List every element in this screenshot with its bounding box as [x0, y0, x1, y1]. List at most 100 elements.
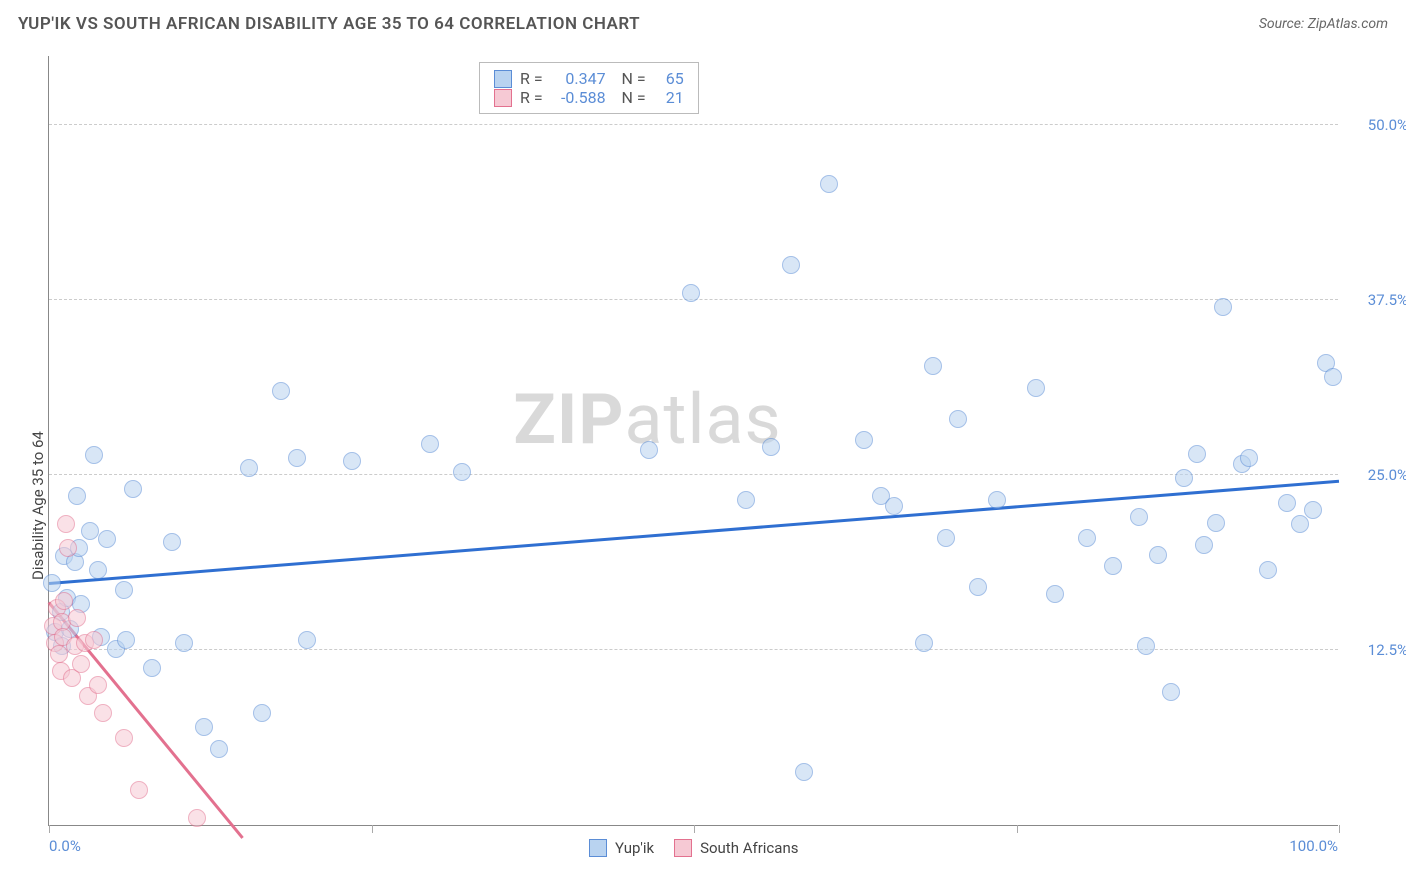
- data-point: [1104, 557, 1122, 575]
- chart-header: YUP'IK VS SOUTH AFRICAN DISABILITY AGE 3…: [0, 0, 1406, 48]
- data-point: [421, 435, 439, 453]
- data-point: [343, 452, 361, 470]
- data-point: [885, 497, 903, 515]
- data-point: [1027, 379, 1045, 397]
- data-point: [820, 175, 838, 193]
- n-label: N =: [614, 69, 646, 88]
- n-label: N =: [614, 88, 646, 107]
- data-point: [55, 592, 73, 610]
- legend-swatch: [494, 70, 512, 88]
- data-point: [1137, 637, 1155, 655]
- data-point: [57, 515, 75, 533]
- data-point: [924, 357, 942, 375]
- r-value: 0.347: [551, 69, 606, 88]
- trend-line: [49, 480, 1339, 585]
- r-label: R =: [520, 69, 543, 88]
- data-point: [1046, 585, 1064, 603]
- data-point: [762, 438, 780, 456]
- data-point: [1175, 469, 1193, 487]
- n-value: 21: [654, 88, 684, 107]
- data-point: [1078, 529, 1096, 547]
- data-point: [298, 631, 316, 649]
- data-point: [969, 578, 987, 596]
- data-point: [1304, 501, 1322, 519]
- data-point: [1324, 368, 1342, 386]
- data-point: [94, 704, 112, 722]
- data-point: [81, 522, 99, 540]
- data-point: [1259, 561, 1277, 579]
- data-point: [143, 659, 161, 677]
- data-point: [163, 533, 181, 551]
- r-value: -0.588: [551, 88, 606, 107]
- data-point: [1278, 494, 1296, 512]
- data-point: [43, 574, 61, 592]
- data-point: [130, 781, 148, 799]
- data-point: [1214, 298, 1232, 316]
- data-point: [85, 446, 103, 464]
- data-point: [1130, 508, 1148, 526]
- x-tick: [694, 825, 695, 833]
- data-point: [937, 529, 955, 547]
- data-point: [210, 740, 228, 758]
- legend-swatch: [494, 89, 512, 107]
- legend-label: South Africans: [700, 839, 798, 857]
- y-tick-label: 50.0%: [1348, 116, 1406, 134]
- x-tick-label: 0.0%: [49, 837, 81, 855]
- y-axis-label: Disability Age 35 to 64: [29, 431, 47, 580]
- source-name: ZipAtlas.com: [1308, 16, 1388, 32]
- data-point: [240, 459, 258, 477]
- data-point: [272, 382, 290, 400]
- data-point: [855, 431, 873, 449]
- data-point: [188, 809, 206, 827]
- data-point: [195, 718, 213, 736]
- chart-title: YUP'IK VS SOUTH AFRICAN DISABILITY AGE 3…: [18, 14, 640, 34]
- data-point: [1207, 514, 1225, 532]
- data-point: [737, 491, 755, 509]
- data-point: [68, 487, 86, 505]
- gridline: [49, 124, 1338, 125]
- x-tick: [1017, 825, 1018, 833]
- scatter-plot: 12.5%25.0%37.5%50.0%0.0%100.0%Disability…: [48, 56, 1338, 826]
- series-legend: Yup'ik South Africans: [589, 839, 798, 857]
- data-point: [288, 449, 306, 467]
- data-point: [1291, 515, 1309, 533]
- data-point: [1162, 683, 1180, 701]
- legend-label: Yup'ik: [615, 839, 654, 857]
- x-tick: [372, 825, 373, 833]
- x-tick-label: 100.0%: [1289, 837, 1338, 855]
- x-tick: [49, 825, 50, 833]
- data-point: [115, 729, 133, 747]
- y-tick-label: 12.5%: [1348, 641, 1406, 659]
- legend-swatch: [589, 839, 607, 857]
- data-point: [89, 561, 107, 579]
- data-point: [1240, 449, 1258, 467]
- data-point: [988, 491, 1006, 509]
- data-point: [253, 704, 271, 722]
- correlation-stats-legend: R = 0.347 N = 65 R = -0.588 N = 21: [479, 62, 699, 114]
- data-point: [98, 530, 116, 548]
- source-attribution: Source: ZipAtlas.com: [1259, 16, 1388, 32]
- legend-item: South Africans: [674, 839, 798, 857]
- source-prefix: Source:: [1259, 16, 1308, 32]
- data-point: [68, 609, 86, 627]
- data-point: [89, 676, 107, 694]
- x-tick: [1339, 825, 1340, 833]
- data-point: [915, 634, 933, 652]
- data-point: [1188, 445, 1206, 463]
- legend-swatch: [674, 839, 692, 857]
- data-point: [795, 763, 813, 781]
- n-value: 65: [654, 69, 684, 88]
- y-tick-label: 25.0%: [1348, 466, 1406, 484]
- stats-row: R = -0.588 N = 21: [494, 88, 684, 107]
- data-point: [124, 480, 142, 498]
- y-tick-label: 37.5%: [1348, 291, 1406, 309]
- data-point: [175, 634, 193, 652]
- data-point: [59, 539, 77, 557]
- r-label: R =: [520, 88, 543, 107]
- data-point: [453, 463, 471, 481]
- data-point: [72, 655, 90, 673]
- data-point: [115, 581, 133, 599]
- data-point: [682, 284, 700, 302]
- data-point: [117, 631, 135, 649]
- stats-row: R = 0.347 N = 65: [494, 69, 684, 88]
